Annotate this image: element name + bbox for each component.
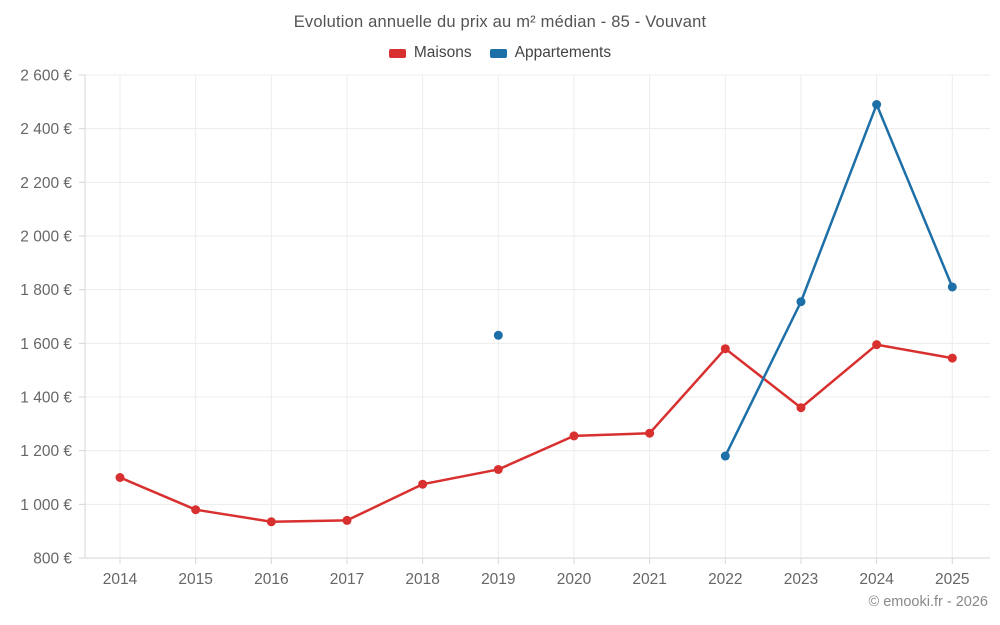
- legend: Maisons Appartements: [0, 44, 1000, 62]
- x-tick-label: 2016: [254, 571, 288, 588]
- x-tick-label: 2020: [557, 571, 592, 588]
- data-point-maisons-2018[interactable]: [418, 479, 428, 489]
- data-point-appartements-2023[interactable]: [796, 297, 806, 307]
- data-point-maisons-2019[interactable]: [493, 464, 503, 474]
- series-line-appartements: [724, 103, 954, 458]
- data-point-appartements-2025[interactable]: [947, 282, 957, 292]
- legend-item-maisons[interactable]: Maisons: [388, 44, 472, 62]
- data-point-maisons-2020[interactable]: [569, 431, 579, 441]
- y-tick-label: 1 200 €: [20, 443, 72, 460]
- y-tick-label: 2 400 €: [20, 121, 72, 138]
- data-point-maisons-2024[interactable]: [872, 340, 882, 350]
- y-tick-label: 1 400 €: [20, 390, 72, 407]
- data-point-appartements-2019[interactable]: [493, 330, 503, 340]
- y-tick-label: 2 000 €: [20, 229, 72, 246]
- data-point-maisons-2014[interactable]: [115, 473, 125, 482]
- data-point-maisons-2017[interactable]: [342, 515, 352, 525]
- legend-label: Appartements: [514, 44, 612, 61]
- x-tick-label: 2024: [859, 571, 894, 588]
- data-point-appartements-2022[interactable]: [720, 451, 730, 461]
- y-tick-label: 2 200 €: [20, 175, 72, 192]
- x-tick-label: 2018: [405, 571, 439, 588]
- series-line-maisons: [118, 343, 954, 524]
- y-tick-label: 1 800 €: [20, 282, 72, 299]
- y-tick-label: 800 €: [33, 551, 72, 568]
- x-tick-label: 2015: [178, 571, 212, 588]
- chart-title: Evolution annuelle du prix au m² médian …: [293, 13, 707, 31]
- x-tick-label: 2021: [632, 571, 666, 588]
- x-tick-label: 2014: [103, 571, 138, 588]
- y-tick-label: 1 000 €: [20, 497, 72, 514]
- data-point-maisons-2016[interactable]: [266, 517, 276, 527]
- legend-swatch-icon: [388, 48, 406, 58]
- x-tick-label: 2022: [708, 571, 742, 588]
- y-tick-label: 1 600 €: [20, 336, 72, 353]
- data-point-maisons-2022[interactable]: [720, 344, 730, 354]
- data-point-appartements-2024[interactable]: [872, 100, 882, 110]
- legend-item-appartements[interactable]: Appartements: [489, 44, 612, 62]
- data-point-maisons-2015[interactable]: [191, 505, 201, 515]
- data-point-maisons-2023[interactable]: [796, 403, 806, 413]
- data-point-maisons-2021[interactable]: [645, 428, 655, 438]
- x-tick-label: 2025: [935, 571, 969, 588]
- x-tick-label: 2017: [330, 571, 364, 588]
- x-tick-label: 2023: [784, 571, 818, 588]
- data-point-maisons-2025[interactable]: [947, 353, 957, 363]
- x-tick-label: 2019: [481, 571, 515, 588]
- y-tick-label: 2 600 €: [20, 68, 72, 85]
- legend-swatch-icon: [489, 48, 507, 58]
- footer-credit: © emooki.fr - 2026: [868, 594, 988, 610]
- legend-label: Maisons: [413, 44, 472, 61]
